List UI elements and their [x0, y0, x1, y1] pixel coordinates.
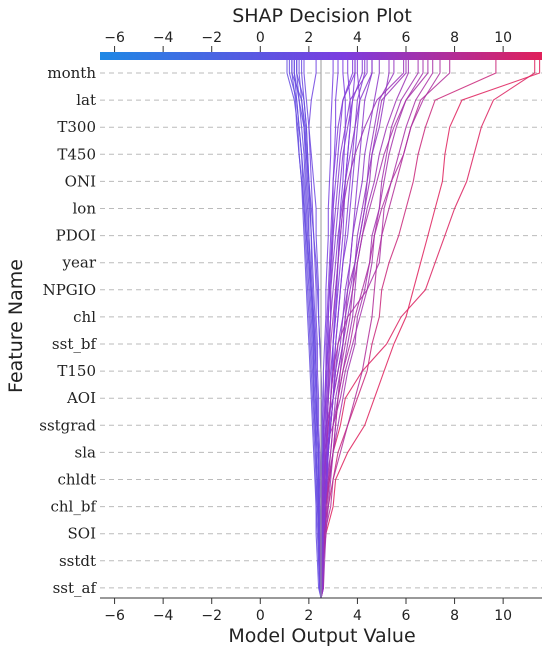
- feature-label-sla: sla: [75, 443, 96, 461]
- decision-line: [320, 60, 434, 598]
- feature-label-sstdt: sstdt: [59, 552, 96, 570]
- top-tick-label: 8: [450, 30, 459, 46]
- feature-label-t450: T450: [57, 145, 96, 163]
- decision-line: [320, 60, 373, 599]
- bottom-tick-labels: −6 −4 −2 0 2 4 6 8 10: [104, 598, 512, 624]
- feature-label-sst-af: sst_af: [53, 579, 98, 597]
- feature-label-chldt: chldt: [58, 471, 97, 489]
- bottom-tick-label: 8: [450, 608, 459, 624]
- bottom-tick-label: −6: [104, 608, 125, 624]
- feature-label-t150: T150: [57, 362, 96, 380]
- bottom-tick-label: 4: [353, 608, 362, 624]
- decision-line: [320, 60, 429, 599]
- decision-line: [286, 60, 322, 599]
- x-axis-title: Model Output Value: [228, 625, 415, 647]
- decision-line: [320, 60, 339, 598]
- feature-label-pdoi: PDOI: [56, 227, 96, 245]
- decision-line: [320, 60, 351, 599]
- feature-label-sstgrad: sstgrad: [39, 416, 96, 434]
- top-tick-labels: −6 −4 −2 0 2 4 6 8 10: [104, 30, 512, 52]
- decision-line: [291, 60, 322, 599]
- decision-line: [296, 60, 323, 599]
- feature-label-t300: T300: [57, 118, 96, 136]
- feature-label-oni: ONI: [65, 172, 96, 190]
- feature-label-sst-bf: sst_bf: [52, 335, 98, 353]
- feature-label-chl: chl: [73, 308, 96, 326]
- bottom-tick-label: 2: [304, 608, 313, 624]
- bottom-tick-label: 10: [494, 608, 512, 624]
- feature-label-soi: SOI: [68, 525, 97, 543]
- feature-label-year: year: [62, 254, 97, 272]
- top-tick-label: 0: [256, 30, 265, 46]
- decision-line: [320, 60, 356, 598]
- decision-line: [320, 60, 346, 599]
- feature-labels: month lat T300 T450 ONI lon PDOI year NPGIO chl ss…: [39, 64, 97, 597]
- colorbar: [100, 52, 542, 60]
- bottom-tick-label: 6: [402, 608, 411, 624]
- feature-label-chl-bf: chl_bf: [50, 498, 97, 516]
- feature-label-lon: lon: [73, 200, 97, 218]
- decision-line: [320, 60, 541, 599]
- top-tick-label: −2: [201, 30, 222, 46]
- decision-line: [291, 60, 322, 598]
- feature-label-npgio: NPGIO: [43, 281, 96, 299]
- y-axis-title: Feature Name: [5, 259, 27, 393]
- bottom-tick-label: 0: [256, 608, 265, 624]
- feature-label-aoi: AOI: [66, 389, 96, 407]
- top-tick-label: −4: [153, 30, 174, 46]
- top-tick-label: 2: [304, 30, 313, 46]
- top-tick-label: 6: [402, 30, 411, 46]
- decision-line: [320, 60, 409, 599]
- chart-title: SHAP Decision Plot: [232, 5, 412, 27]
- feature-label-lat: lat: [76, 91, 96, 109]
- top-tick-label: 10: [494, 30, 512, 46]
- top-tick-label: −6: [104, 30, 125, 46]
- feature-label-month: month: [47, 64, 96, 82]
- bottom-tick-label: −2: [201, 608, 222, 624]
- decision-line: [320, 60, 497, 598]
- top-tick-label: 4: [353, 30, 362, 46]
- decision-lines: [286, 60, 541, 599]
- bottom-tick-label: −4: [153, 608, 174, 624]
